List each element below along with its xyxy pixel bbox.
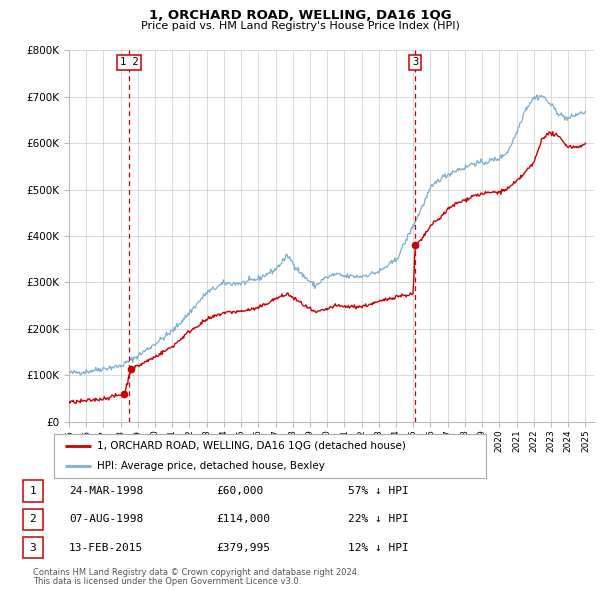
Text: 2: 2 [29,514,37,524]
Text: 13-FEB-2015: 13-FEB-2015 [69,543,143,552]
Text: 3: 3 [412,57,418,67]
Text: Contains HM Land Registry data © Crown copyright and database right 2024.: Contains HM Land Registry data © Crown c… [33,568,359,577]
Text: 1: 1 [29,486,37,496]
Text: 12% ↓ HPI: 12% ↓ HPI [348,543,409,552]
Text: 24-MAR-1998: 24-MAR-1998 [69,486,143,496]
Text: 1, ORCHARD ROAD, WELLING, DA16 1QG: 1, ORCHARD ROAD, WELLING, DA16 1QG [149,9,451,22]
Text: 57% ↓ HPI: 57% ↓ HPI [348,486,409,496]
Text: 22% ↓ HPI: 22% ↓ HPI [348,514,409,524]
Text: 1 2: 1 2 [120,57,139,67]
Text: £379,995: £379,995 [216,543,270,552]
Text: £60,000: £60,000 [216,486,263,496]
Text: £114,000: £114,000 [216,514,270,524]
Text: 07-AUG-1998: 07-AUG-1998 [69,514,143,524]
Text: Price paid vs. HM Land Registry's House Price Index (HPI): Price paid vs. HM Land Registry's House … [140,21,460,31]
Text: HPI: Average price, detached house, Bexley: HPI: Average price, detached house, Bexl… [97,461,325,471]
Text: 1, ORCHARD ROAD, WELLING, DA16 1QG (detached house): 1, ORCHARD ROAD, WELLING, DA16 1QG (deta… [97,441,406,451]
Text: This data is licensed under the Open Government Licence v3.0.: This data is licensed under the Open Gov… [33,578,301,586]
Text: 3: 3 [29,543,37,552]
